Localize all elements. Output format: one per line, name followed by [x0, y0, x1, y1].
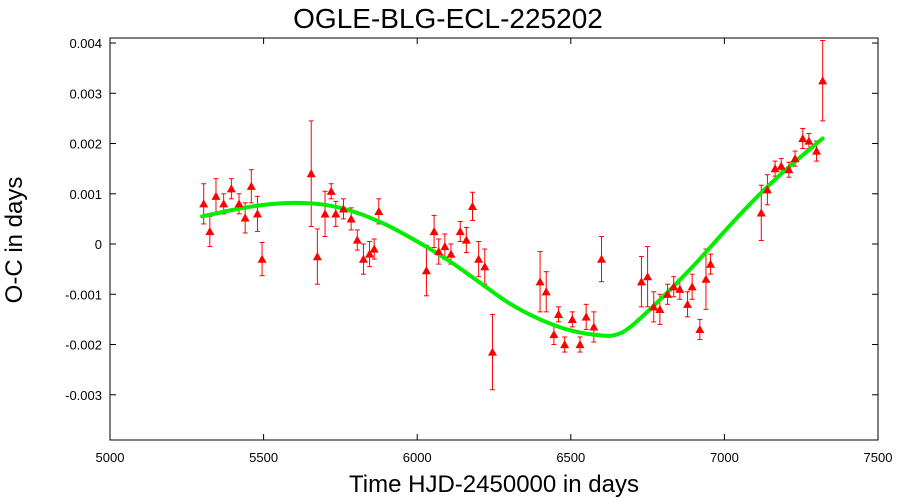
y-tick-label: -0.001 — [65, 287, 102, 302]
data-point-marker — [675, 284, 685, 293]
data-point-marker — [567, 314, 577, 323]
data-point-marker — [554, 309, 564, 318]
data-point-marker — [643, 272, 653, 281]
data-point-marker — [211, 191, 221, 200]
data-point-marker — [560, 340, 570, 349]
fit-curve — [200, 136, 825, 338]
y-tick-label: 0 — [95, 237, 102, 252]
data-point-marker — [790, 154, 800, 163]
y-tick-label: -0.002 — [65, 338, 102, 353]
data-point-marker — [429, 226, 439, 236]
data-point-marker — [804, 136, 814, 145]
x-tick-label: 7500 — [864, 450, 893, 465]
data-point-marker — [663, 289, 673, 298]
data-point-marker — [549, 329, 559, 339]
x-axis-label: Time HJD-2450000 in days — [349, 471, 639, 498]
y-tick-label: -0.003 — [65, 388, 102, 403]
data-point-marker — [655, 304, 665, 313]
y-tick-label: 0.002 — [69, 137, 102, 152]
data-point-marker — [706, 259, 716, 268]
data-point-marker — [331, 209, 341, 218]
data-point-marker — [199, 199, 209, 208]
data-point-marker — [246, 181, 256, 190]
data-point-marker — [219, 199, 229, 208]
data-point-marker — [770, 164, 780, 173]
y-tick-label: 0.004 — [69, 36, 102, 51]
data-point-marker — [455, 226, 465, 236]
data-point-marker — [306, 169, 316, 178]
data-point-marker — [252, 209, 262, 218]
data-point-marker — [226, 184, 236, 193]
data-point-marker — [374, 206, 384, 215]
x-tick-label: 5500 — [249, 450, 278, 465]
x-tick-label: 7000 — [710, 450, 739, 465]
data-point-marker — [695, 324, 705, 334]
data-point-marker — [338, 204, 348, 213]
data-point-marker — [346, 214, 356, 223]
y-tick-label: 0.003 — [69, 86, 102, 101]
data-point-marker — [636, 277, 646, 286]
data-point-marker — [358, 254, 368, 263]
data-point-marker — [467, 201, 477, 210]
chart-title: OGLE-BLG-ECL-225202 — [293, 3, 603, 34]
y-axis-label: O-C in days — [1, 177, 28, 304]
data-point-marker — [440, 242, 450, 251]
data-point-marker — [446, 249, 456, 258]
data-point-marker — [818, 76, 828, 85]
data-point-marker — [474, 254, 484, 263]
data-point-marker — [683, 299, 693, 308]
data-point-marker — [649, 302, 659, 311]
data-point-marker — [812, 146, 822, 155]
data-point-marker — [581, 312, 591, 321]
data-point-marker — [240, 213, 250, 222]
data-point-marker — [461, 235, 471, 244]
data-point-marker — [369, 244, 379, 253]
data-point-marker — [784, 165, 794, 174]
data-point-marker — [776, 161, 786, 170]
data-point-marker — [589, 322, 599, 331]
data-point-marker — [597, 254, 607, 263]
data-point-marker — [669, 282, 679, 291]
data-point-marker — [352, 235, 362, 244]
x-tick-label: 6500 — [556, 450, 585, 465]
x-tick-label: 5000 — [96, 450, 125, 465]
data-point-marker — [756, 208, 766, 217]
data-point-marker — [234, 199, 244, 208]
data-point-marker — [320, 209, 330, 218]
data-point-marker — [312, 252, 322, 261]
data-point-marker — [798, 134, 808, 143]
data-point-marker — [365, 249, 375, 258]
data-point-marker — [701, 274, 711, 283]
data-point-marker — [687, 282, 697, 291]
data-point-marker — [487, 347, 497, 356]
data-point-marker — [535, 277, 545, 286]
data-point-marker — [434, 247, 444, 256]
data-point-marker — [762, 185, 772, 194]
data-point-marker — [257, 254, 267, 263]
data-point-marker — [541, 287, 551, 296]
data-point-marker — [421, 266, 431, 275]
plot-frame — [109, 37, 879, 441]
data-point-marker — [480, 262, 490, 271]
data-point-marker — [575, 340, 585, 349]
data-point-marker — [205, 226, 215, 236]
x-tick-label: 6000 — [403, 450, 432, 465]
data-point-marker — [326, 186, 336, 195]
y-tick-label: 0.001 — [69, 187, 102, 202]
